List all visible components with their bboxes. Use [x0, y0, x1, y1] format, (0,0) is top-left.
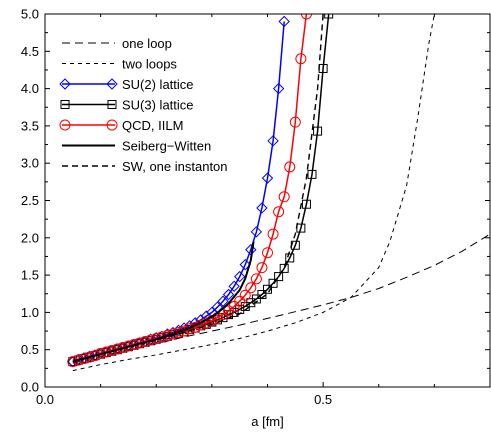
data-point: [234, 295, 246, 307]
legend-label: one loop: [122, 36, 172, 51]
legend-marker: [59, 119, 71, 131]
data-point: [228, 280, 240, 292]
data-point: [267, 228, 279, 240]
data-point: [85, 352, 94, 362]
legend-label: SW, one instanton: [122, 159, 228, 174]
data-point: [78, 353, 90, 365]
data-point: [313, 126, 323, 136]
y-tick-label: 4.5: [21, 44, 39, 59]
data-point: [256, 202, 268, 214]
data-point: [90, 351, 100, 361]
data-point: [307, 169, 317, 179]
data-point: [233, 270, 246, 283]
data-point: [289, 116, 301, 128]
legend-marker: [106, 119, 118, 131]
legend-label: two loops: [122, 57, 177, 72]
data-point: [73, 355, 83, 365]
series-2: [67, 15, 290, 368]
data-point: [272, 82, 285, 95]
y-tick-label: 0.0: [21, 380, 39, 395]
data-point: [72, 354, 84, 366]
y-tick-label: 3.5: [21, 118, 39, 133]
data-point: [284, 161, 296, 173]
y-tick-label: 4.0: [21, 81, 39, 96]
data-point: [156, 331, 168, 343]
y-tick-label: 3.0: [21, 156, 39, 171]
x-tick-label: 0.0: [36, 392, 54, 407]
data-point: [239, 258, 251, 271]
legend-label: SU(2) lattice: [122, 77, 194, 92]
data-point: [261, 172, 274, 184]
series-line: [72, 241, 255, 363]
data-point: [67, 356, 79, 368]
legend-marker: [106, 78, 118, 90]
data-point: [301, 199, 311, 209]
data-point: [167, 328, 179, 340]
data-point: [263, 284, 272, 294]
data-point: [267, 135, 279, 147]
data-point: [273, 206, 285, 218]
data-point: [256, 262, 268, 274]
data-point: [268, 278, 278, 288]
data-point: [68, 357, 78, 367]
y-tick-label: 2.5: [21, 193, 39, 208]
data-point: [239, 289, 251, 301]
series-line: [72, 14, 308, 363]
series-4: [67, 14, 312, 368]
data-point: [89, 350, 101, 362]
data-point: [217, 309, 229, 321]
legend-marker: [59, 78, 71, 90]
series-line: [72, 21, 285, 363]
legend-marker: [60, 100, 70, 109]
data-point: [262, 247, 273, 259]
data-point: [279, 263, 289, 273]
data-point: [278, 191, 290, 203]
y-tick-label: 1.5: [21, 268, 39, 283]
y-tick-label: 0.5: [21, 342, 39, 357]
data-point: [250, 273, 262, 285]
x-axis-label: a [fm]: [251, 414, 284, 429]
data-point: [324, 14, 334, 19]
data-point: [217, 295, 229, 307]
legend-label: QCD, IILM: [122, 118, 183, 133]
series-line: [72, 14, 330, 363]
data-point: [300, 14, 312, 20]
y-tick-label: 5.0: [21, 7, 39, 22]
legend-marker: [107, 100, 117, 109]
series-1: [72, 14, 435, 372]
legend-label: Seiberg−Witten: [122, 139, 211, 154]
data-point: [250, 226, 263, 238]
data-point: [274, 272, 284, 282]
y-tick-label: 1.0: [21, 305, 39, 320]
data-point: [79, 354, 89, 364]
plot-frame: [44, 13, 491, 388]
series-line: [72, 14, 435, 372]
data-point: [285, 253, 295, 263]
legend: one loop two loops SU(2) lattice SU(3) latt…: [59, 36, 228, 174]
data-point: [229, 307, 239, 317]
legend-label: SU(3) lattice: [122, 98, 194, 113]
data-point: [222, 288, 235, 301]
series-6: [72, 14, 324, 363]
data-point: [84, 351, 95, 363]
y-tick-label: 2.0: [21, 230, 39, 245]
data-point: [278, 15, 290, 28]
series-5: [72, 241, 255, 363]
x-tick-label: 0.5: [314, 392, 332, 407]
data-point: [245, 282, 257, 294]
series-line: [72, 14, 324, 363]
data-point: [200, 310, 213, 322]
data-point: [295, 53, 307, 65]
